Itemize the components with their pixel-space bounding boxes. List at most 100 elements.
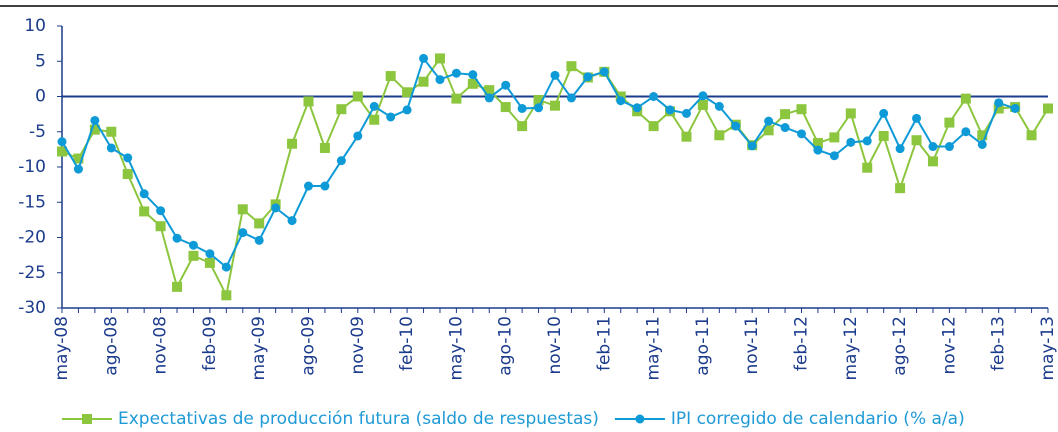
x-tick-label: may-11 <box>644 316 664 381</box>
point <box>846 137 856 147</box>
point <box>287 216 297 226</box>
point <box>89 124 100 135</box>
point <box>747 141 757 151</box>
point <box>304 181 313 191</box>
point <box>123 153 133 163</box>
point <box>763 125 774 136</box>
point <box>254 235 264 245</box>
point <box>467 78 478 89</box>
legend-marker <box>82 414 92 424</box>
point <box>993 103 1004 114</box>
point <box>468 70 478 80</box>
x-tick-label: nov-10 <box>545 316 565 375</box>
x-tick-label: ago-12 <box>890 316 910 376</box>
point <box>336 104 347 115</box>
point <box>550 70 560 80</box>
point <box>386 112 396 122</box>
point <box>780 109 791 120</box>
point <box>57 146 67 157</box>
point <box>1043 103 1053 114</box>
x-tick-label: may-13 <box>1038 316 1058 381</box>
point <box>994 98 1004 108</box>
point <box>632 103 642 113</box>
point <box>500 102 511 113</box>
point <box>139 189 149 199</box>
x-tick-label: ago-09 <box>299 316 319 376</box>
y-tick-label: 10 <box>24 16 46 36</box>
point <box>813 145 823 155</box>
point <box>139 206 150 217</box>
point <box>402 87 413 98</box>
point <box>385 71 396 82</box>
y-tick-label: 5 <box>35 51 46 71</box>
point <box>944 117 955 128</box>
x-tick-label: may-12 <box>841 316 861 381</box>
point <box>271 203 281 213</box>
point <box>797 129 806 139</box>
point <box>977 130 988 141</box>
point <box>435 75 445 85</box>
point <box>764 116 774 126</box>
point <box>583 72 593 82</box>
y-tick-label: -10 <box>18 157 46 177</box>
point <box>418 76 429 87</box>
point <box>188 250 199 261</box>
point <box>204 257 215 268</box>
y-tick-label: -5 <box>29 122 46 142</box>
point <box>879 108 889 118</box>
y-tick-label: -30 <box>18 298 46 318</box>
x-tick-label: nov-09 <box>348 316 368 375</box>
point <box>550 100 560 111</box>
x-tick-label: feb-11 <box>594 316 614 371</box>
y-tick-label: -20 <box>18 228 46 248</box>
point <box>681 108 691 118</box>
point <box>977 139 987 149</box>
point <box>960 93 971 104</box>
point <box>599 67 609 77</box>
x-tick-label: ago-08 <box>101 316 121 376</box>
point <box>353 131 363 141</box>
y-tick-label: 0 <box>35 87 46 107</box>
point <box>73 153 84 164</box>
point <box>681 131 692 142</box>
point <box>484 85 495 96</box>
point <box>369 114 380 125</box>
point <box>911 135 922 146</box>
legend-label: Expectativas de producción futura (saldo… <box>118 409 599 429</box>
x-tick-label: feb-09 <box>200 316 220 371</box>
x-tick-label: may-08 <box>52 316 72 381</box>
point <box>648 121 659 132</box>
point <box>287 138 298 149</box>
point <box>205 249 215 259</box>
point <box>238 228 248 238</box>
point <box>122 169 133 180</box>
point <box>451 68 461 78</box>
point <box>895 183 906 194</box>
point <box>434 53 445 64</box>
point <box>961 127 971 137</box>
point <box>534 103 544 113</box>
point <box>303 96 314 107</box>
point <box>944 142 954 152</box>
point <box>895 144 905 154</box>
point <box>517 121 528 132</box>
point <box>812 138 823 149</box>
x-tick-label: may-10 <box>446 316 466 381</box>
point <box>57 137 67 147</box>
point <box>566 93 576 103</box>
point <box>106 126 117 137</box>
point <box>731 121 741 131</box>
point <box>1010 103 1020 113</box>
legend-label: IPI corregido de calendario (% a/a) <box>671 409 965 429</box>
point <box>616 96 626 106</box>
point <box>566 61 577 72</box>
point <box>780 123 790 133</box>
point <box>155 221 166 232</box>
point <box>714 130 725 141</box>
point <box>221 262 231 272</box>
point <box>928 142 938 152</box>
point <box>336 156 346 166</box>
point <box>156 206 166 216</box>
point <box>319 142 330 153</box>
